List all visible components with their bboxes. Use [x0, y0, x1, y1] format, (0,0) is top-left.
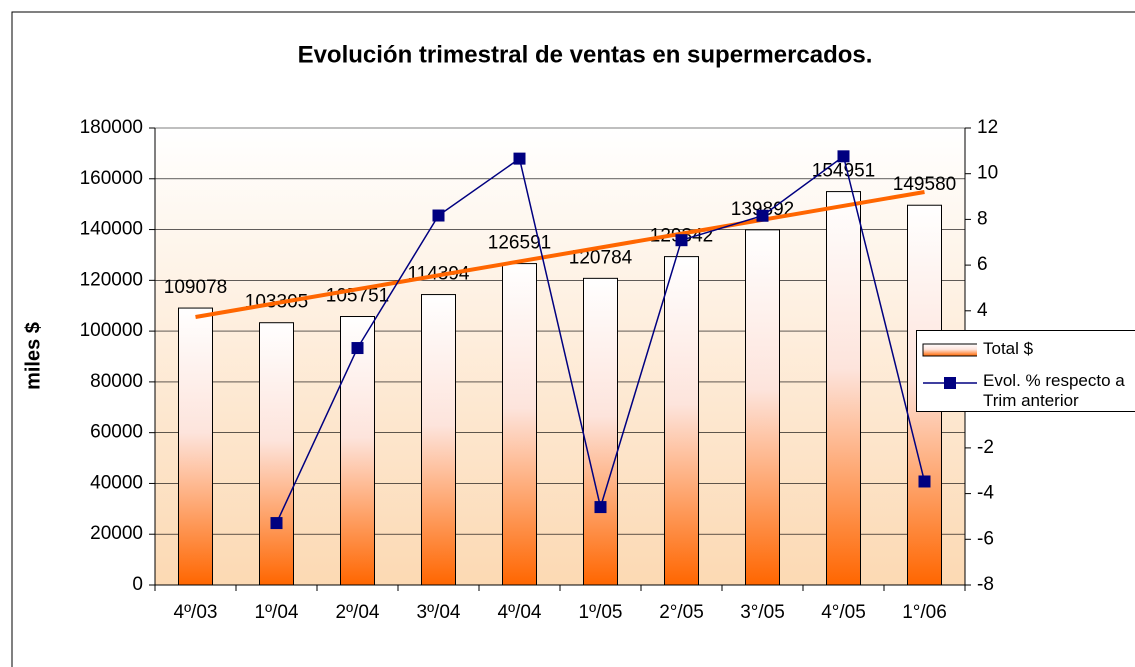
line-marker — [837, 150, 850, 163]
y-tick-label: 180000 — [80, 117, 143, 138]
bar — [826, 191, 861, 586]
bar — [745, 229, 780, 586]
line-marker — [594, 501, 607, 514]
bar-value-label: 109078 — [164, 277, 227, 298]
bar-value-label: 154951 — [812, 161, 875, 182]
y2-tick-label: -2 — [977, 437, 994, 458]
line-marker — [432, 209, 445, 222]
line-marker — [513, 152, 526, 165]
y-tick-label: 100000 — [80, 320, 143, 341]
bar — [502, 263, 537, 586]
y2-tick-label: 12 — [977, 117, 998, 138]
line-marker — [918, 475, 931, 488]
bar-value-label: 126591 — [488, 233, 551, 254]
x-tick-label: 4°/05 — [821, 602, 866, 623]
y2-tick-label: 6 — [977, 254, 988, 275]
bar-value-label: 120784 — [569, 247, 633, 268]
bar — [259, 322, 294, 586]
x-tick-label: 2º/04 — [336, 602, 380, 623]
x-tick-label: 1º/05 — [579, 602, 623, 623]
y-tick-label: 0 — [132, 574, 143, 595]
y-tick-label: 120000 — [80, 269, 143, 290]
y2-tick-label: -8 — [977, 574, 994, 595]
legend-swatch — [922, 343, 977, 357]
legend-keys — [922, 343, 977, 389]
legend-label: Evol. % respecto a Trim anterior — [983, 371, 1125, 410]
y2-tick-label: 4 — [977, 300, 988, 321]
bar — [583, 277, 618, 586]
y-axis-label: miles $ — [22, 322, 44, 390]
legend-label: Total $ — [983, 339, 1034, 358]
x-tick-label: 4º/03 — [174, 602, 218, 623]
y-tick-label: 60000 — [90, 422, 143, 443]
x-tick-label: 4º/04 — [498, 602, 542, 623]
y2-tick-label: 10 — [977, 163, 998, 184]
chart-title: Evolución trimestral de ventas en superm… — [298, 41, 873, 68]
y-tick-label: 140000 — [80, 219, 143, 240]
bar — [340, 316, 375, 586]
y-tick-label: 80000 — [90, 371, 143, 392]
x-tick-label: 3°/05 — [740, 602, 785, 623]
bar — [178, 307, 213, 586]
y-tick-label: 20000 — [90, 523, 143, 544]
bar — [664, 256, 699, 586]
y2-tick-label: -4 — [977, 483, 994, 504]
x-tick-label: 1º/04 — [255, 602, 299, 623]
line-marker — [351, 342, 364, 355]
line-marker — [675, 234, 688, 247]
legend: Total $ Evol. % respecto a Trim anterior — [916, 330, 1135, 412]
bar-value-label: 149580 — [893, 174, 956, 195]
x-tick-label: 1°/06 — [902, 602, 947, 623]
y-tick-label: 160000 — [80, 168, 143, 189]
line-marker — [756, 209, 769, 222]
bar — [421, 294, 456, 586]
y2-tick-label: -6 — [977, 528, 994, 549]
trendline — [195, 190, 925, 319]
y2-tick-label: 8 — [977, 208, 988, 229]
x-tick-label: 3º/04 — [417, 602, 461, 623]
line-marker — [270, 517, 283, 530]
legend-marker — [944, 377, 956, 389]
x-tick-label: 2°/05 — [659, 602, 704, 623]
y-tick-label: 40000 — [90, 472, 143, 493]
